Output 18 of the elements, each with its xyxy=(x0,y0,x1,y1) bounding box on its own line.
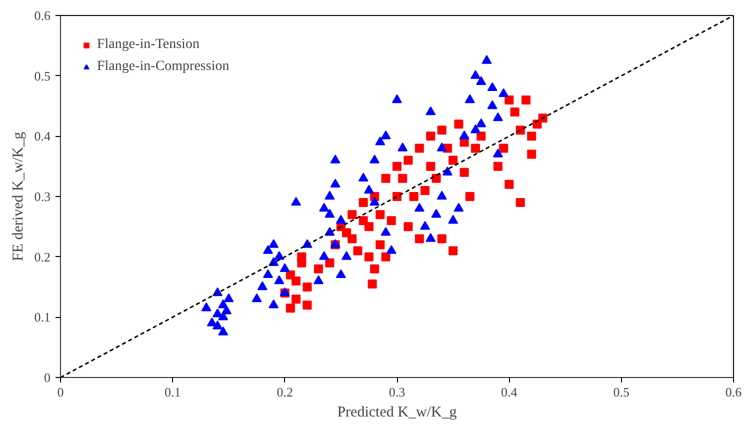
x-tick-label: 0.2 xyxy=(276,384,293,400)
x-tick-label: 0.6 xyxy=(725,384,742,400)
x-tick-label: 0.3 xyxy=(388,384,406,400)
x-tick-label: 0.1 xyxy=(164,384,181,400)
y-tick-label: 0.3 xyxy=(34,189,50,204)
y-tick-label: 0.5 xyxy=(34,68,50,84)
y-tick-label: 0.2 xyxy=(34,249,50,264)
y-tick-label: 0.1 xyxy=(34,310,50,325)
y-tick-label: 0.6 xyxy=(34,8,51,23)
x-tick-label: 0 xyxy=(57,384,64,400)
x-axis-title: Predicted K_w/K_g xyxy=(337,404,458,420)
x-tick-label: 0.4 xyxy=(501,384,518,400)
legend-label: Flange-in-Tension xyxy=(97,37,200,53)
y-axis-title: FE derived K_w/K_g xyxy=(10,131,26,262)
x-tick-label: 0.5 xyxy=(613,384,630,400)
y-tick-label: 0.4 xyxy=(34,128,51,144)
y-tick-label: 0 xyxy=(44,370,50,385)
legend-label: Flange-in-Compression xyxy=(97,59,230,75)
